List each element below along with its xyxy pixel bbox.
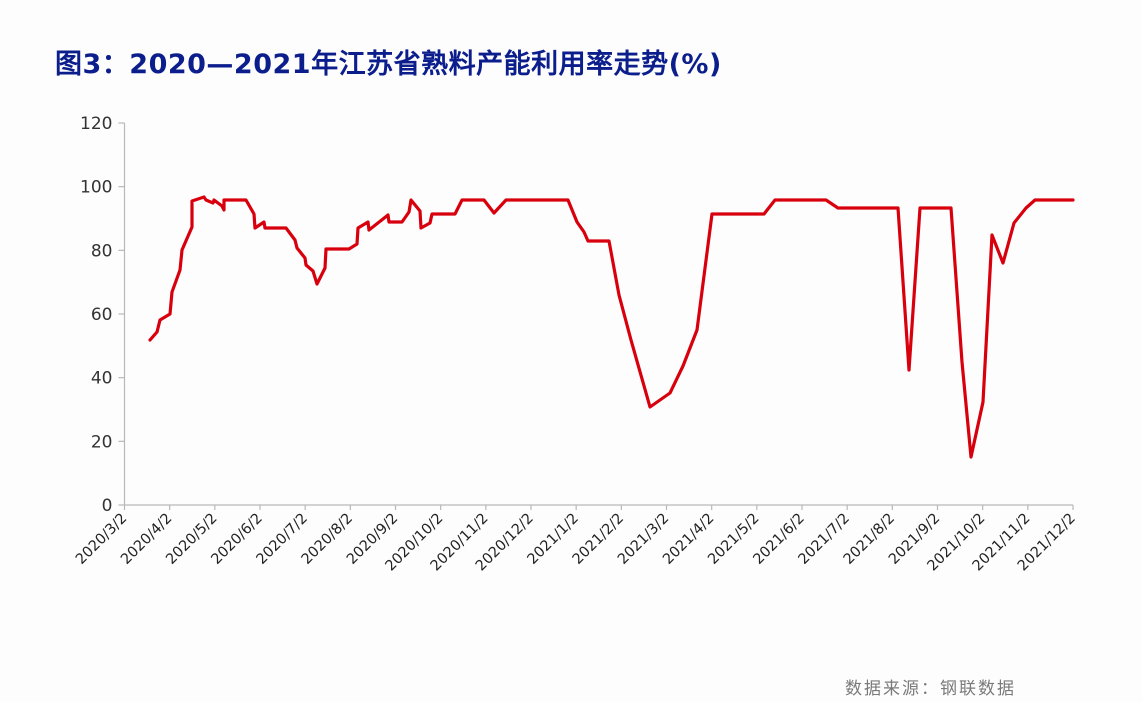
y-axis: 0 20 40 60 80 100 120 xyxy=(80,114,126,516)
y-tick-label: 120 xyxy=(80,114,112,134)
y-tick-label: 80 xyxy=(91,241,113,261)
utilization-line xyxy=(148,195,1075,459)
y-tick-label: 60 xyxy=(91,305,113,325)
y-tick-label: 40 xyxy=(91,369,113,389)
y-tick-label: 100 xyxy=(80,178,112,198)
data-source-note: 数据来源：钢联数据 xyxy=(845,679,1016,699)
y-tick-label: 20 xyxy=(91,432,113,452)
y-tick-label: 0 xyxy=(102,496,113,516)
chart-title: 图3：2020—2021年江苏省熟料产能利用率走势(%) xyxy=(55,49,722,80)
x-axis: 2020/3/22020/4/22020/5/22020/6/22020/7/2… xyxy=(73,504,1079,574)
